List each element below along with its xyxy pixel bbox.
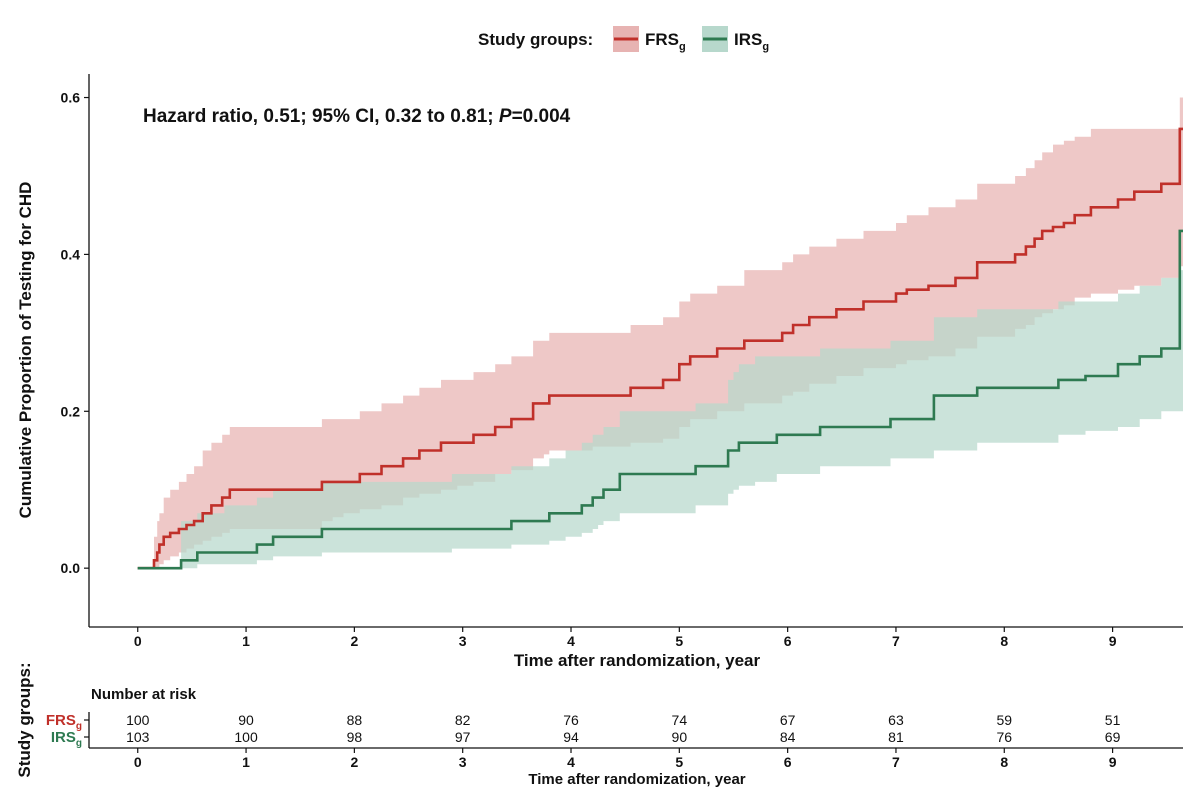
legend-item-irs: IRSg xyxy=(702,26,769,53)
curve-irs xyxy=(137,229,1183,570)
legend-title: Study groups: xyxy=(478,30,593,49)
risk-table: Number at risk Study groups: FRSg IRSg 1… xyxy=(15,662,1183,788)
risk-count-frs: 63 xyxy=(888,712,904,728)
risk-count-irs: 94 xyxy=(563,729,579,745)
risk-count-frs: 90 xyxy=(238,712,254,728)
risk-count-irs: 81 xyxy=(888,729,904,745)
y-tick-label: 0.2 xyxy=(61,403,81,419)
x-tick-label: 5 xyxy=(675,633,683,649)
risk-x-tick-label: 7 xyxy=(892,754,900,770)
x-axis-title: Time after randomization, year xyxy=(514,651,761,670)
risk-count-irs: 90 xyxy=(672,729,688,745)
y-tick-label: 0.0 xyxy=(61,560,81,576)
x-tick-label: 9 xyxy=(1109,633,1117,649)
risk-x-axis-title: Time after randomization, year xyxy=(528,771,745,788)
risk-count-frs: 82 xyxy=(455,712,471,728)
risk-x-tick-label: 4 xyxy=(567,754,575,770)
risk-count-frs: 51 xyxy=(1105,712,1121,728)
risk-x-tick-label: 8 xyxy=(1000,754,1008,770)
curve-frs xyxy=(137,127,1183,570)
risk-count-irs: 100 xyxy=(234,729,258,745)
legend-irs-label: IRSg xyxy=(734,30,769,53)
ci-bands xyxy=(137,97,1184,569)
risk-group-axis-label: Study groups: xyxy=(15,662,34,777)
risk-count-frs: 74 xyxy=(672,712,688,728)
risk-x-tick-label: 3 xyxy=(459,754,467,770)
x-tick-label: 2 xyxy=(350,633,358,649)
risk-row-label-frs: FRSg xyxy=(46,712,82,732)
risk-count-irs: 84 xyxy=(780,729,796,745)
hazard-ratio-annotation: Hazard ratio, 0.51; 95% CI, 0.32 to 0.81… xyxy=(143,106,571,127)
risk-count-irs: 103 xyxy=(126,729,150,745)
x-tick-label: 6 xyxy=(784,633,792,649)
risk-x-tick-label: 6 xyxy=(784,754,792,770)
risk-count-frs: 100 xyxy=(126,712,150,728)
risk-table-title: Number at risk xyxy=(91,686,197,703)
risk-x-tick-label: 9 xyxy=(1109,754,1117,770)
legend-item-frs: FRSg xyxy=(613,26,686,53)
ci-band-irs xyxy=(137,270,1184,569)
y-tick-label: 0.4 xyxy=(61,246,81,262)
legend-frs-label: FRSg xyxy=(645,30,686,53)
risk-count-frs: 67 xyxy=(780,712,796,728)
risk-count-irs: 97 xyxy=(455,729,471,745)
legend: Study groups: FRSg IRSg xyxy=(478,26,769,53)
risk-x-tick-label: 2 xyxy=(350,754,358,770)
risk-count-irs: 76 xyxy=(996,729,1012,745)
risk-count-frs: 88 xyxy=(347,712,363,728)
risk-count-irs: 98 xyxy=(347,729,363,745)
y-axis-title: Cumulative Proportion of Testing for CHD xyxy=(16,182,35,519)
x-tick-label: 0 xyxy=(134,633,142,649)
x-tick-label: 4 xyxy=(567,633,575,649)
ci-band-frs xyxy=(137,97,1184,569)
x-tick-label: 8 xyxy=(1000,633,1008,649)
risk-x-tick-label: 1 xyxy=(242,754,250,770)
x-tick-label: 3 xyxy=(459,633,467,649)
main-axes: 0.0 0.2 0.4 0.6 0 1 2 3 4 5 6 7 8 9 xyxy=(61,74,1183,649)
x-tick-label: 1 xyxy=(242,633,250,649)
risk-count-frs: 76 xyxy=(563,712,579,728)
risk-row-label-irs: IRSg xyxy=(51,729,82,749)
survival-curves xyxy=(137,127,1183,570)
risk-count-irs: 69 xyxy=(1105,729,1121,745)
x-tick-label: 7 xyxy=(892,633,900,649)
risk-count-frs: 59 xyxy=(996,712,1012,728)
y-tick-label: 0.6 xyxy=(61,90,81,106)
risk-x-tick-label: 0 xyxy=(134,754,142,770)
risk-x-tick-label: 5 xyxy=(675,754,683,770)
